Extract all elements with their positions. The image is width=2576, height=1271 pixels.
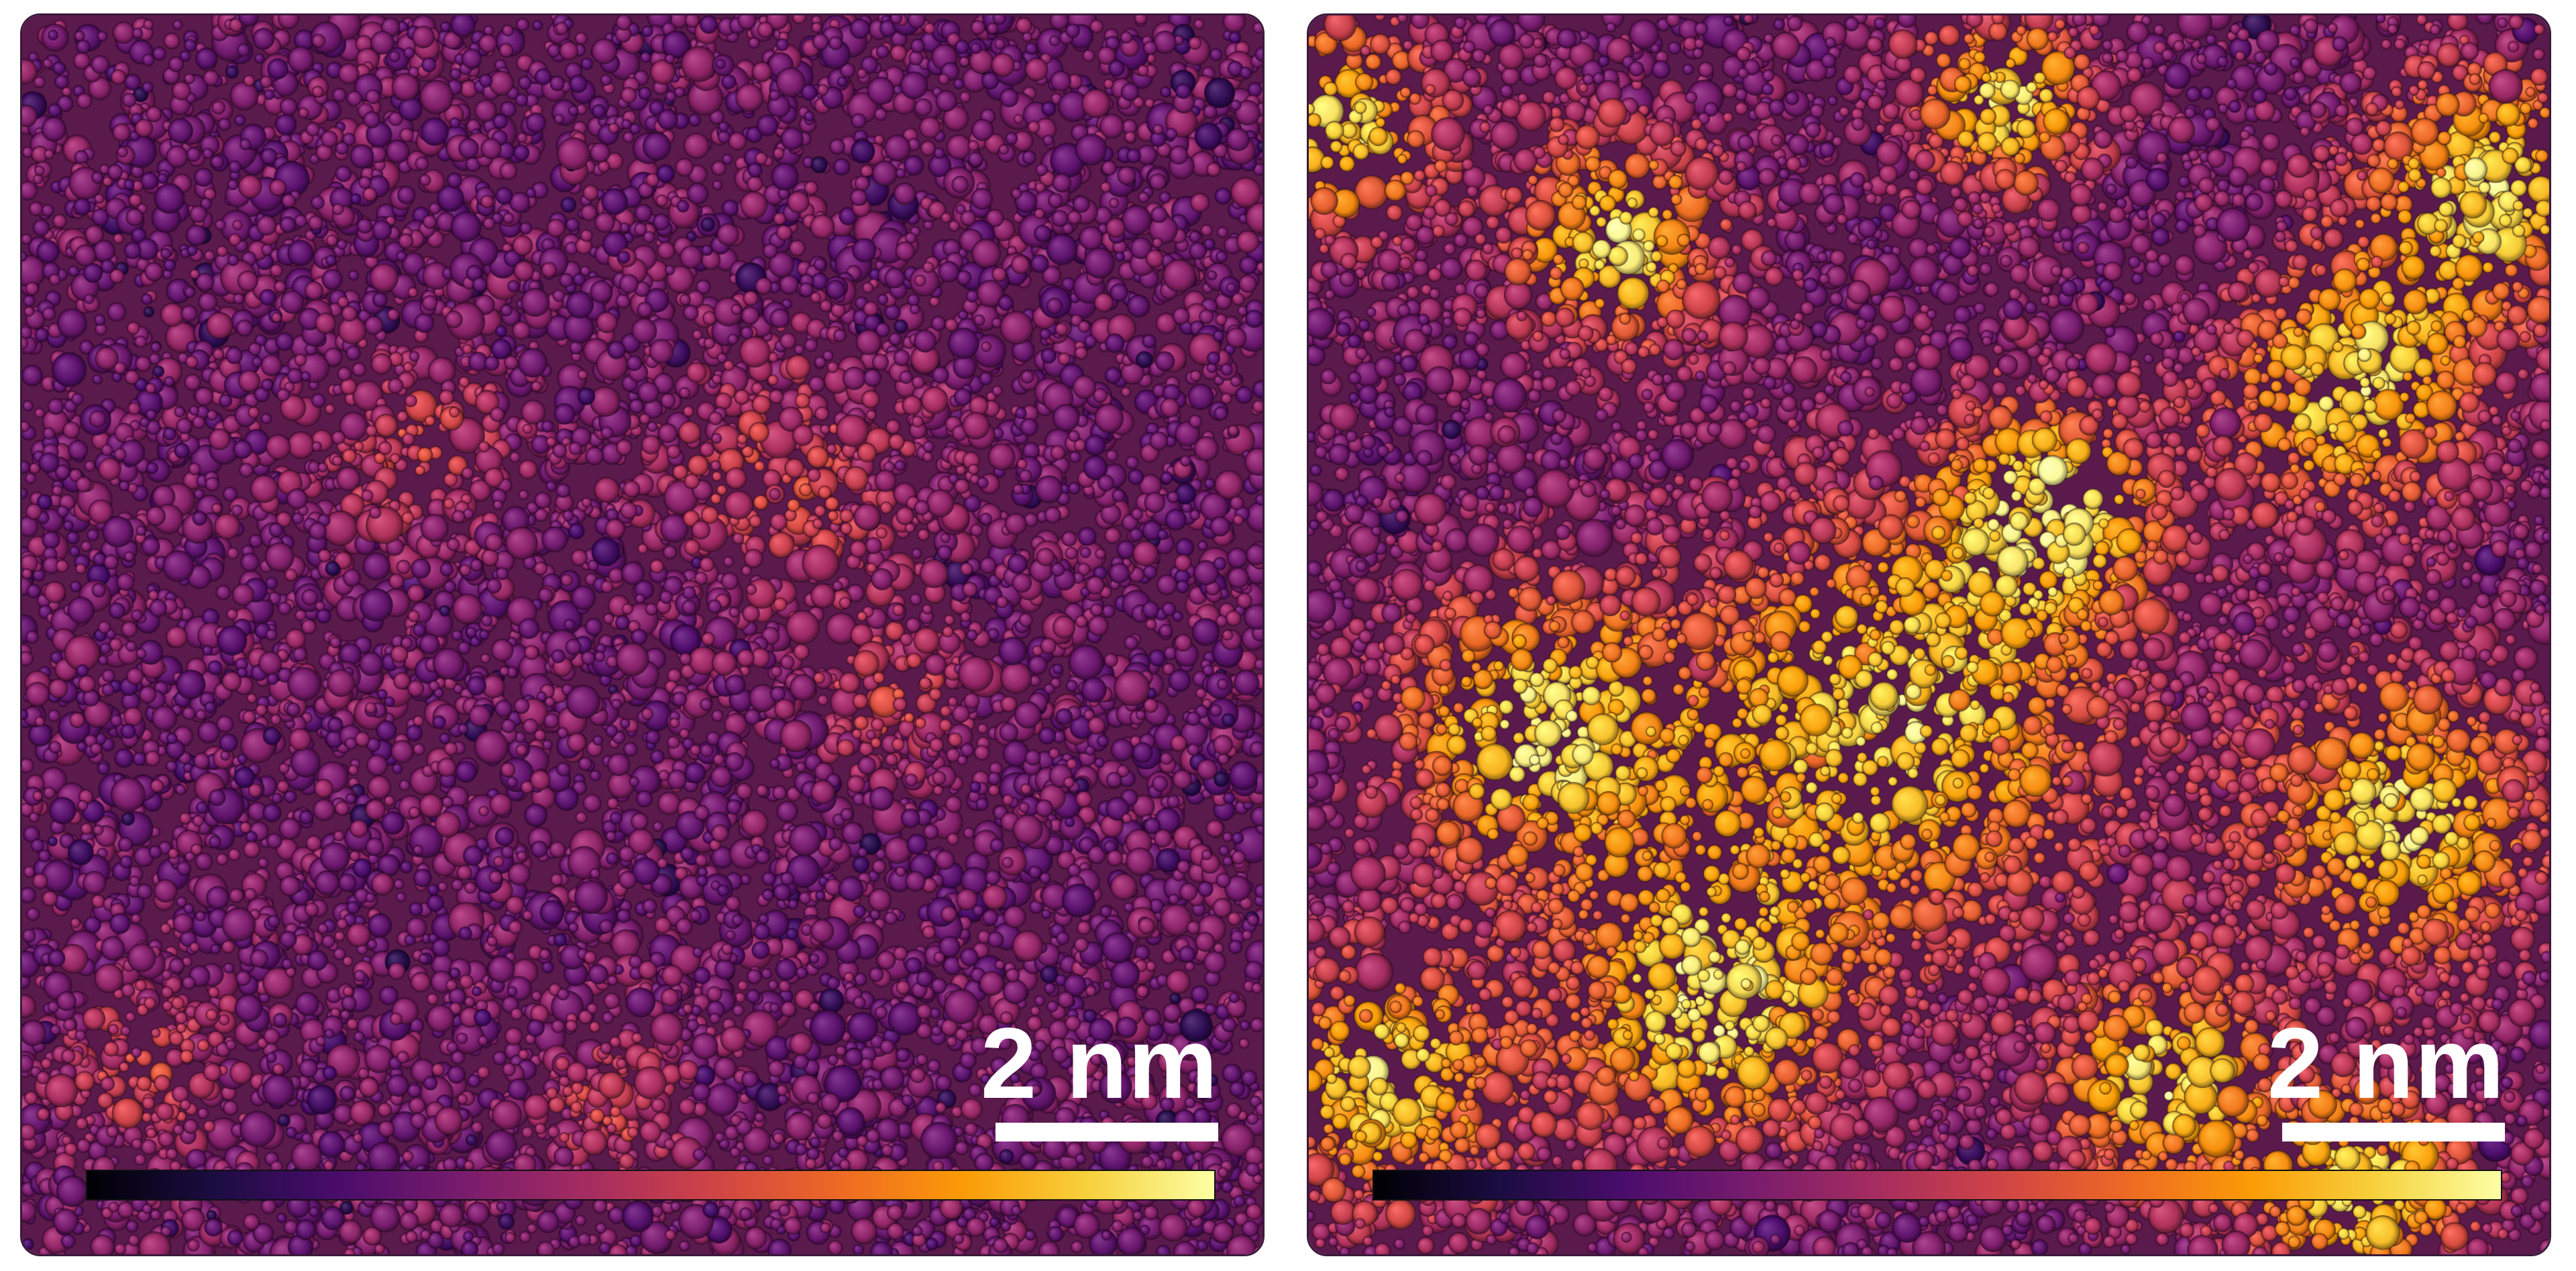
right-scale-bar-label: 2 nm [2267, 1007, 2505, 1119]
right-particle-render [1309, 15, 2549, 1254]
right-colorbar [1373, 1170, 2502, 1201]
left-particle-render [22, 15, 1263, 1254]
left-particle-panel: 2 nm [20, 13, 1265, 1256]
left-scale-bar-label: 2 nm [980, 1007, 1218, 1119]
left-scale-bar [996, 1123, 1218, 1141]
right-particle-panel: 2 nm [1307, 13, 2551, 1256]
left-colorbar [86, 1170, 1216, 1201]
right-scale-bar [2282, 1123, 2505, 1141]
